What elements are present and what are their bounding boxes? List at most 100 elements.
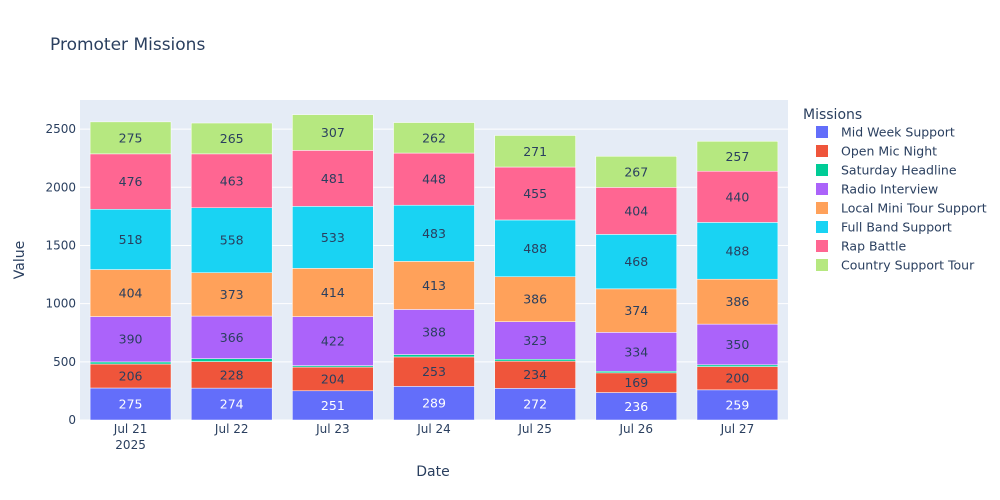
bar-value-label: 366 [220,330,244,345]
bar-segment [393,309,475,355]
legend-label: Country Support Tour [841,258,975,273]
legend-label: Mid Week Support [841,125,955,140]
bar-segment [191,315,273,359]
bar-segment [494,135,576,168]
bar-value-label: 404 [624,203,648,218]
bar-value-label: 200 [725,371,749,386]
bar-segment [393,354,475,358]
bar-segment [89,269,172,317]
bar-segment [595,234,677,290]
bar-value-label: 169 [624,375,648,390]
bar-value-label: 236 [624,399,648,414]
bar-value-label: 404 [119,286,143,301]
bar-segment [292,150,374,207]
bar-segment [595,392,677,421]
x-tick-labels: Jul 21 2025 Jul 22 Jul 23 Jul 24 Jul 25 Jul 26… [113,422,754,452]
bar-segment [696,364,779,367]
y-tick-label: 1500 [45,238,76,252]
bar-segment [292,316,374,366]
bar-segment [292,206,374,269]
bar-segment [89,121,172,155]
bar-segment [494,276,576,322]
bar-segment [595,187,677,235]
bar-value-label: 390 [119,332,143,347]
bar-segment [191,272,273,317]
legend-label: Full Band Support [841,220,952,235]
bar-segment [494,219,576,278]
legend: Mid Week Support Open Mic Night Saturday H… [816,125,987,273]
y-tick-label: 2500 [45,122,76,136]
bar-segment [696,323,779,366]
bar-segment [393,261,475,310]
bar-value-label: 267 [624,164,648,179]
bar-value-label: 275 [119,397,143,412]
bar-value-label: 414 [321,285,345,300]
bar-segment [494,359,576,362]
chart-title: Promoter Missions [50,35,205,55]
bar-value-label: 259 [725,397,749,412]
y-tick-label: 0 [68,413,76,427]
legend-item[interactable]: Mid Week Support [816,125,955,140]
bar-value-label: 228 [220,367,244,382]
bar-value-label: 373 [220,287,244,302]
bar-value-label: 483 [422,226,446,241]
y-tick-label: 500 [53,355,76,369]
y-axis-title: Value [12,241,28,279]
bar-segment [191,122,273,155]
bar-value-label: 463 [220,173,244,188]
bar-value-label: 448 [422,172,446,187]
bar-segment [292,114,374,151]
bar-value-label: 476 [119,174,143,189]
legend-title: Missions [803,107,862,123]
legend-label: Open Mic Night [841,144,937,159]
bar-value-label: 253 [422,364,446,379]
legend-swatch [816,202,828,214]
bar-segment [696,278,779,325]
x-tick-label: Jul 25 [517,422,552,436]
y-tick-label: 1000 [45,297,76,311]
legend-item[interactable]: Country Support Tour [816,258,975,273]
bar-segment [494,360,576,389]
legend-item[interactable]: Local Mini Tour Support [816,201,987,216]
bar-value-label: 488 [725,243,749,258]
legend-item[interactable]: Open Mic Night [816,144,937,159]
bar-segment [696,389,779,421]
bar-value-label: 350 [725,337,749,352]
bar-value-label: 440 [725,189,749,204]
bar-segment [191,358,273,362]
bar-segment [292,268,374,317]
bar-value-label: 481 [321,171,345,186]
bar-value-label: 386 [523,292,547,307]
bar-value-label: 386 [725,294,749,309]
bar-value-label: 468 [624,254,648,269]
bar-value-label: 271 [523,144,547,159]
bar-segment [393,356,475,387]
bar-value-label: 206 [119,369,143,384]
legend-item[interactable]: Radio Interview [816,182,938,197]
x-tick-label: Jul 23 [315,422,350,436]
bar-value-label: 334 [624,344,648,359]
bar-segment [595,156,677,188]
bar-value-label: 323 [523,333,547,348]
bar-segment [393,386,475,421]
bar-value-label: 413 [422,278,446,293]
legend-item[interactable]: Saturday Headline [816,163,957,178]
bar-value-label: 307 [321,125,345,140]
bar-segment [696,170,779,223]
bar-segment [494,321,576,360]
bar-value-label: 374 [624,303,648,318]
legend-label: Rap Battle [841,239,906,254]
x-tick-label: Jul 21 [113,422,148,436]
bar-value-label: 518 [119,232,143,247]
bar-value-label: 262 [422,130,446,145]
bar-value-label: 275 [119,130,143,145]
legend-item[interactable]: Full Band Support [816,220,952,235]
bar-segment [191,153,273,209]
bar-segment [393,122,475,154]
bars: 275 206 390 404 518 476 275 274 228 366 373 558 463 2… [89,114,779,421]
legend-label: Local Mini Tour Support [841,201,987,216]
legend-item[interactable]: Rap Battle [816,239,906,254]
bar-value-label: 488 [523,241,547,256]
bar-value-label: 533 [321,230,345,245]
